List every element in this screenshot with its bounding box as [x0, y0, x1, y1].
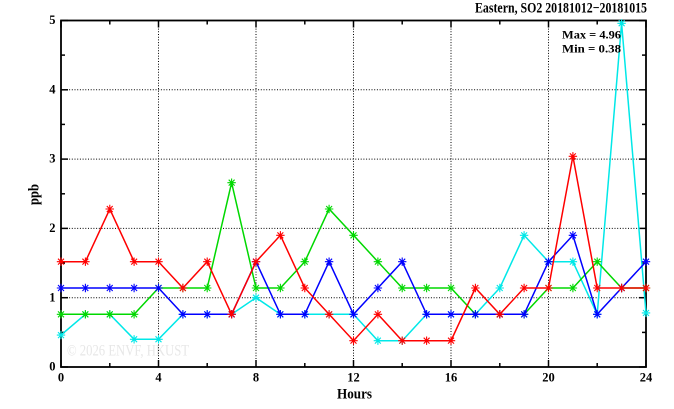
svg-text:24: 24 — [640, 371, 653, 385]
svg-text:8: 8 — [253, 371, 259, 385]
svg-text:5: 5 — [49, 13, 55, 27]
svg-text:16: 16 — [445, 371, 458, 385]
svg-text:ppb: ppb — [27, 184, 43, 205]
svg-text:12: 12 — [347, 371, 360, 385]
svg-text:Hours: Hours — [337, 386, 372, 402]
svg-text:2: 2 — [49, 221, 55, 235]
svg-text:1: 1 — [49, 290, 55, 304]
svg-text:4: 4 — [155, 371, 162, 385]
svg-text:4: 4 — [49, 82, 56, 96]
svg-text:20: 20 — [542, 371, 555, 385]
svg-text:© 2026 ENVF, HKUST: © 2026 ENVF, HKUST — [67, 343, 189, 360]
svg-text:0: 0 — [58, 371, 64, 385]
svg-text:3: 3 — [49, 152, 55, 166]
svg-text:Eastern, SO2 20181012−20181015: Eastern, SO2 20181012−20181015 — [475, 1, 647, 17]
svg-text:Min = 0.38: Min = 0.38 — [562, 42, 621, 56]
svg-text:0: 0 — [49, 360, 55, 374]
svg-text:Max = 4.96: Max = 4.96 — [562, 28, 621, 42]
